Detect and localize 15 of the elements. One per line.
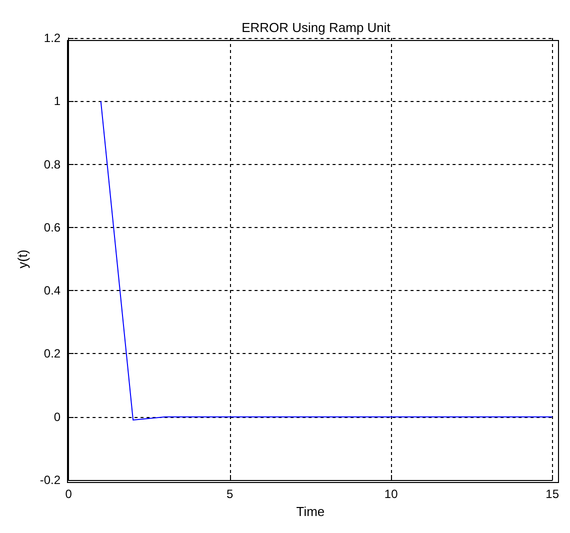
y-tick-label: 0.4 <box>44 284 61 298</box>
y-tick-label: -0.2 <box>40 473 61 487</box>
y-tick-label: 0.8 <box>44 157 61 172</box>
y-tick-label: 1.2 <box>44 31 61 45</box>
x-tick-label: 5 <box>226 487 234 501</box>
x-axis-title: Time <box>296 504 325 519</box>
y-tick-label: 0.6 <box>44 220 61 234</box>
x-tick-label: 10 <box>384 487 398 501</box>
x-tick-label: 0 <box>65 487 72 501</box>
y-tick-label: 1 <box>54 94 61 108</box>
x-tick-label: 15 <box>546 487 560 501</box>
y-tick-label: 0.2 <box>44 346 61 361</box>
y-axis-title: y(t) <box>15 250 30 268</box>
y-tick-label: 0 <box>54 410 61 424</box>
chart-title: ERROR Using Ramp Unit <box>242 20 391 35</box>
